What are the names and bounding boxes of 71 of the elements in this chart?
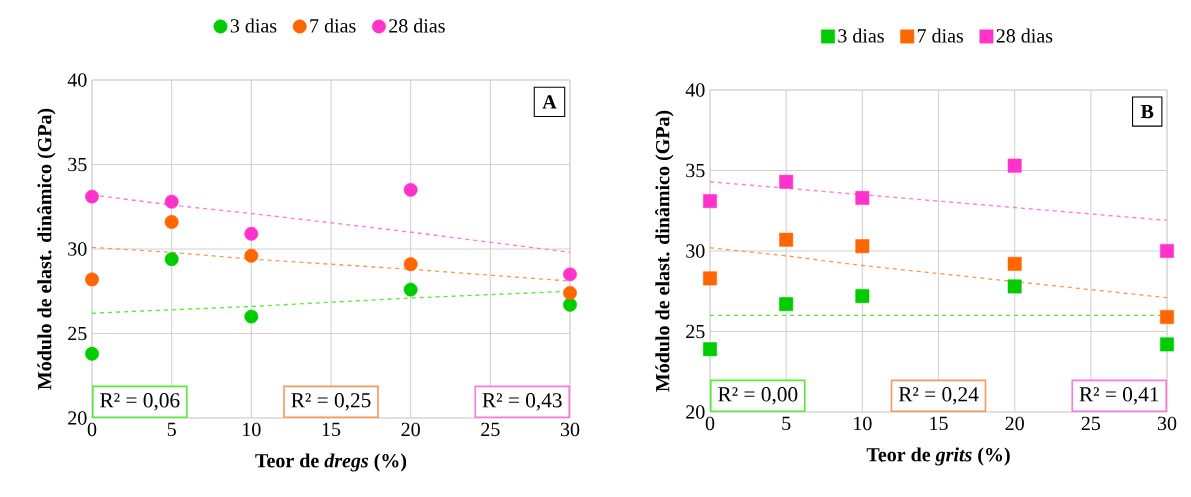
legend-label: 7 dias [310,18,356,33]
point [703,271,717,286]
point [244,309,259,324]
point [779,297,794,312]
annotation: R² = 0,00 [718,387,798,405]
annotation: R² = 0,25 [291,393,371,411]
annotation: B [1140,104,1154,119]
x-tick-label: 30 [560,422,580,437]
point [855,289,870,304]
y-tick-label: 30 [68,242,87,256]
point [779,174,794,189]
point [563,297,577,312]
x-tick-label: 30 [1157,416,1177,431]
x-tick-label: 10 [243,422,261,437]
legend-label: 28 dias [389,18,445,33]
y-tick-label: 35 [68,157,87,172]
point [855,190,870,205]
point [563,267,577,282]
x-tick-label: 15 [322,422,341,437]
y-tick-label: 35 [686,163,705,178]
point [85,346,99,361]
annotation: R² = 0,41 [1079,387,1159,405]
point [403,282,418,297]
point [779,232,794,247]
x-tick-label: 20 [1005,416,1024,431]
x-tick-label: 25 [1081,416,1101,431]
point [1007,158,1022,173]
legend-label: 28 dias [996,28,1053,43]
x-tick-label: 25 [481,422,500,437]
point [164,252,179,267]
x-axis-title: Teor de dregs (%) [255,453,407,472]
point [1160,310,1174,324]
x-tick-label: 5 [167,422,176,436]
point [703,194,717,209]
annotation: A [542,95,557,109]
y-tick-label: 40 [67,73,87,87]
x-tick-label: 0 [87,422,97,437]
point [563,286,577,300]
annotation: R² = 0,06 [100,393,180,411]
legend-label: 3 dias [230,18,277,33]
point [403,257,418,272]
point [403,182,418,197]
x-tick-label: 5 [782,416,791,430]
point [85,272,99,287]
y-tick-label: 25 [686,324,705,339]
legend-label: 7 dias [917,28,964,43]
point [244,248,259,263]
point [164,194,179,209]
point [244,226,259,241]
x-tick-label: 20 [401,422,420,437]
y-axis-title: Módulo de elast. dinâmico (GPa) [37,108,56,390]
x-tick-label: 10 [854,416,872,431]
y-tick-label: 40 [685,83,705,97]
y-tick-label: 30 [686,244,705,258]
point [1007,279,1022,294]
point [855,239,870,254]
annotation: R² = 0,43 [482,393,562,411]
x-tick-label: 0 [705,416,715,431]
point [85,189,99,204]
point [1007,256,1022,271]
x-tick-label: 15 [930,416,948,431]
y-tick-label: 25 [68,326,87,341]
legend-label: 3 dias [838,28,884,43]
x-axis-title: Teor de grits (%) [866,447,1010,466]
point [703,342,717,357]
y-tick-label: 20 [686,405,705,419]
point [1160,337,1174,352]
annotation: R² = 0,24 [898,387,979,405]
point [164,215,179,229]
point [1160,244,1174,258]
y-axis-title: Módulo de elast. dinâmico (GPa) [655,110,674,392]
